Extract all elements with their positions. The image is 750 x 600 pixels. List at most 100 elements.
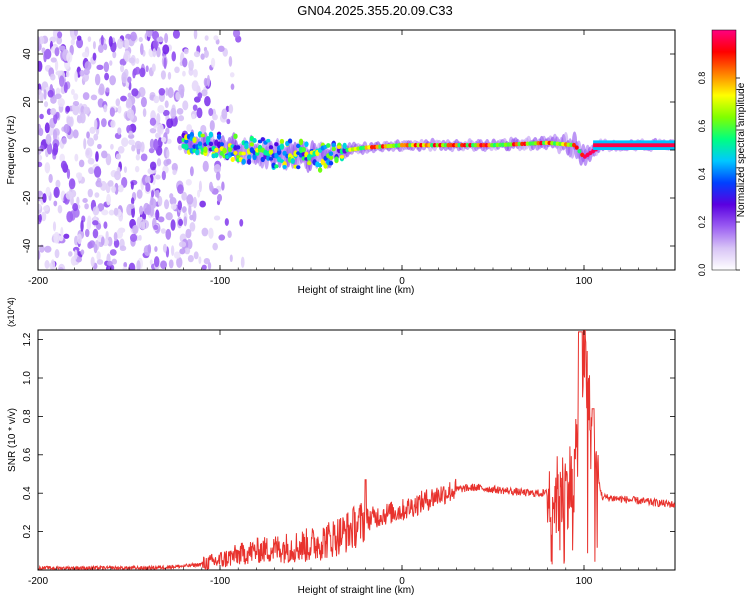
noise-blob	[88, 167, 95, 175]
noise-blob	[120, 95, 127, 102]
noise-blob	[44, 162, 51, 174]
band-core	[574, 145, 579, 150]
noise-blob	[39, 113, 44, 120]
noise-blob	[74, 249, 78, 260]
noise-blob	[208, 107, 214, 117]
noise-blob	[128, 57, 135, 64]
noise-blob	[49, 36, 57, 43]
noise-blob	[55, 70, 63, 76]
noise-blob	[179, 248, 186, 255]
noise-blob	[134, 140, 142, 150]
noise-blob	[108, 209, 115, 216]
noise-blob	[82, 197, 88, 204]
noise-blob	[42, 193, 47, 203]
noise-blob	[39, 244, 45, 253]
noise-blob	[107, 180, 114, 187]
band-core	[208, 141, 214, 147]
noise-blob	[140, 96, 147, 108]
band-core	[306, 161, 312, 166]
noise-blob	[182, 57, 188, 68]
noise-blob	[169, 193, 174, 200]
noise-blob	[162, 44, 170, 55]
noise-blob	[197, 92, 203, 99]
noise-blob	[50, 95, 57, 104]
noise-blob	[153, 256, 160, 268]
colorbar-ticks: 0.0 0.2 0.4 0.6 0.8	[697, 72, 740, 276]
spectrogram-y-label: Frequency (Hz)	[6, 116, 17, 185]
band-core	[268, 149, 274, 155]
noise-blob	[153, 138, 159, 151]
band-core	[252, 138, 257, 144]
noise-blob	[86, 137, 95, 147]
noise-blob	[125, 33, 132, 40]
noise-blob	[38, 147, 42, 156]
band-core	[241, 158, 246, 165]
noise-blob	[170, 203, 177, 210]
noise-blob	[191, 113, 196, 120]
noise-blob	[72, 203, 79, 212]
snr-frame	[37, 329, 676, 571]
noise-blob	[58, 75, 65, 87]
noise-blob	[56, 36, 63, 45]
noise-blob	[66, 52, 73, 63]
noise-blob	[87, 157, 95, 165]
noise-blob	[52, 129, 58, 141]
noise-blob	[132, 69, 136, 79]
noise-blob	[117, 105, 122, 114]
noise-blob	[97, 44, 104, 53]
noise-blob	[83, 68, 90, 76]
noise-blob	[52, 143, 59, 155]
noise-blob	[77, 173, 82, 182]
snr-y-tick-label: 0.6	[22, 447, 33, 461]
noise-blob	[198, 256, 202, 265]
noise-blob	[50, 73, 56, 81]
band-core	[317, 167, 323, 173]
noise-blob	[200, 53, 205, 60]
noise-blob	[156, 123, 164, 135]
noise-blob	[201, 89, 208, 97]
noise-blob	[38, 36, 41, 47]
noise-blob	[224, 218, 229, 226]
spectrogram-y-tick-label: 20	[22, 96, 33, 108]
noise-blob	[157, 216, 165, 223]
noise-blob	[114, 182, 119, 195]
noise-blob	[178, 241, 187, 248]
noise-blob	[97, 143, 102, 150]
noise-blob	[38, 203, 42, 210]
band-core	[195, 148, 200, 156]
noise-blob	[186, 194, 194, 205]
snr-multiplier: (x10^4)	[6, 297, 16, 327]
noise-blob	[45, 186, 51, 197]
noise-blob	[43, 50, 47, 63]
noise-blob	[153, 224, 159, 231]
band-core	[301, 146, 306, 153]
noise-blob	[177, 184, 184, 195]
noise-blob	[208, 227, 214, 239]
noise-blob	[207, 261, 212, 270]
noise-blob	[101, 209, 109, 216]
noise-blob	[161, 170, 166, 181]
noise-blob	[187, 254, 194, 263]
noise-blob	[170, 107, 177, 119]
noise-blob	[148, 147, 155, 154]
spectrogram-x-tick-label: 0	[399, 276, 405, 287]
band-core	[219, 142, 225, 147]
noise-blob	[181, 191, 188, 201]
band-core	[279, 138, 285, 145]
noise-blob	[192, 104, 198, 111]
noise-blob	[87, 241, 93, 249]
band-core	[266, 138, 271, 143]
noise-blob	[130, 181, 134, 190]
noise-blob	[209, 181, 213, 192]
noise-blob	[162, 109, 170, 117]
noise-blob	[138, 37, 143, 43]
noise-blob	[115, 229, 124, 239]
noise-blob	[92, 41, 96, 50]
noise-blob	[128, 262, 136, 270]
noise-blob	[49, 262, 53, 270]
noise-blob	[60, 160, 68, 170]
noise-blob	[45, 133, 52, 145]
noise-blob	[47, 89, 54, 98]
noise-blob	[145, 65, 149, 73]
noise-blob	[192, 196, 198, 209]
